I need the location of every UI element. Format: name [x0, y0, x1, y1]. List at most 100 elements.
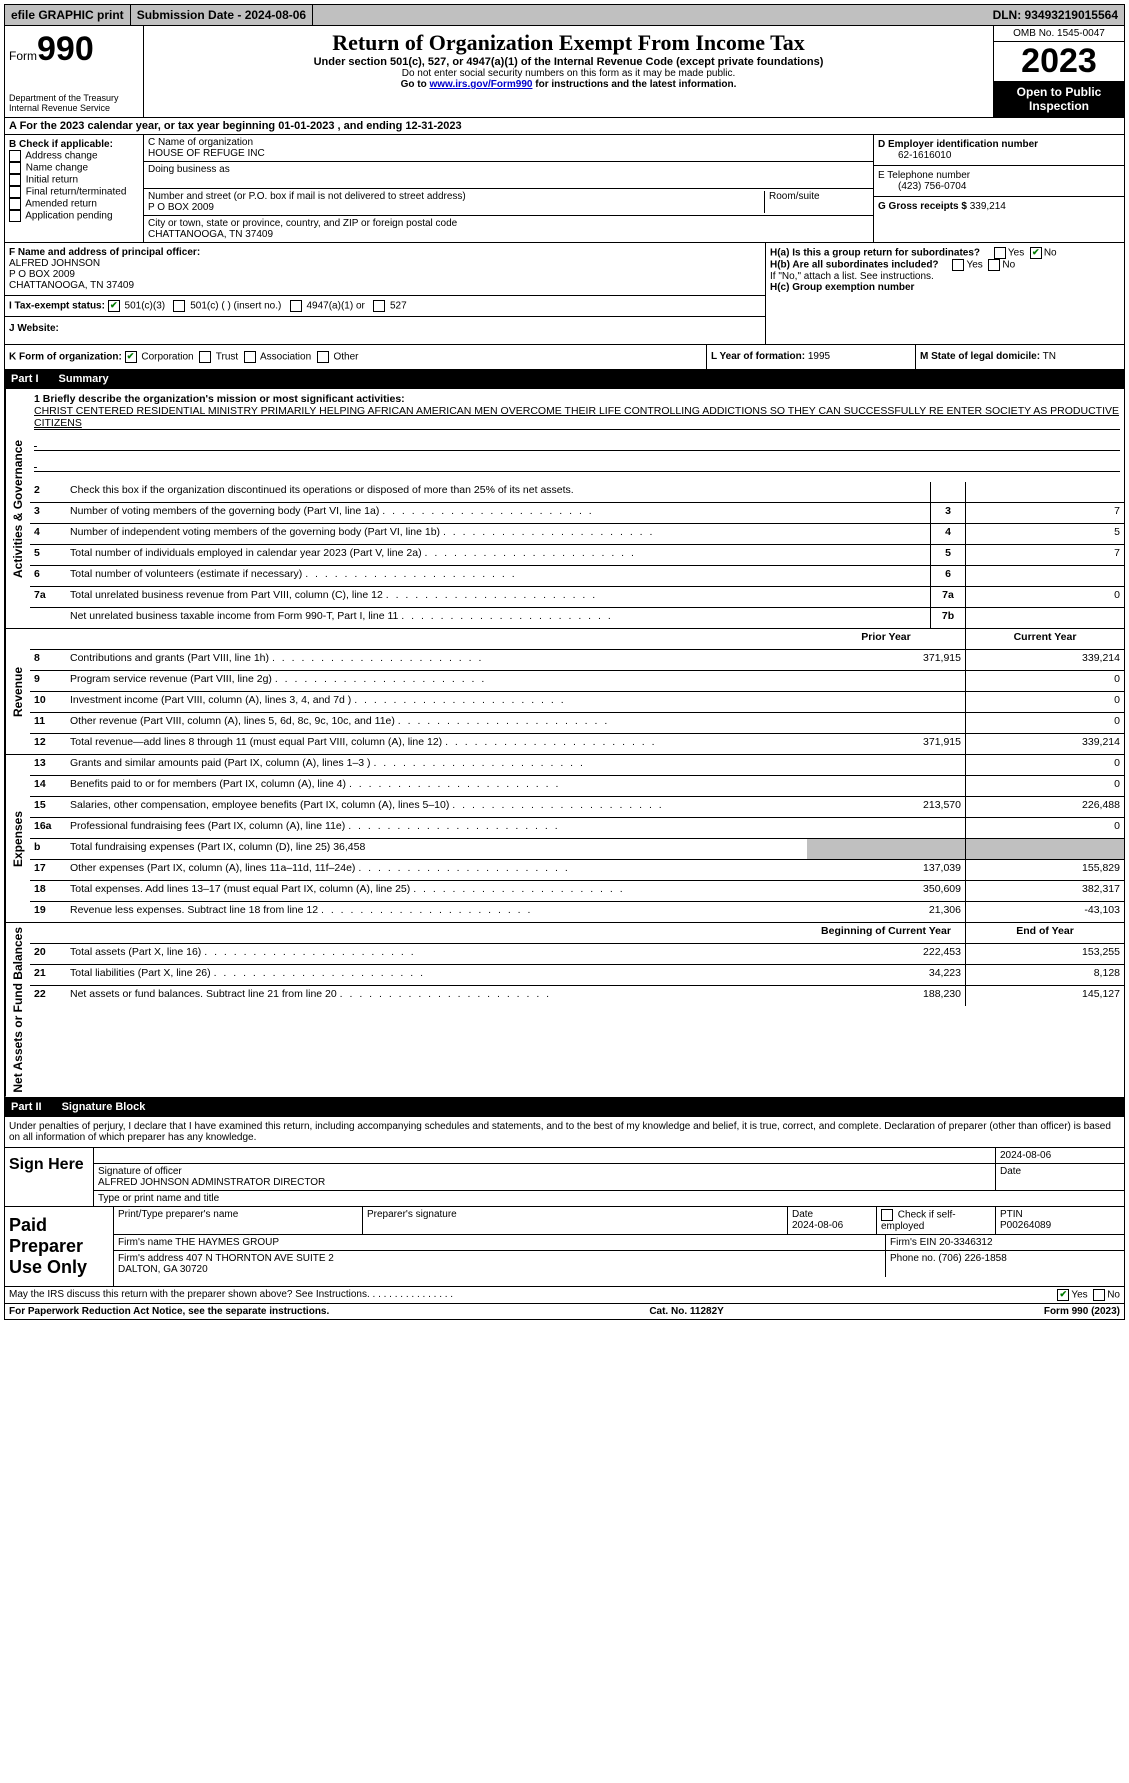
sign-here-block: Sign Here 2024-08-06 Signature of office…	[4, 1148, 1125, 1207]
side-label-ag: Activities & Governance	[5, 389, 30, 628]
current-year-header: Current Year	[966, 629, 1124, 649]
ptin: P00264089	[1000, 1220, 1051, 1231]
discuss-row: May the IRS discuss this return with the…	[4, 1287, 1125, 1304]
table-row: 10 Investment income (Part VIII, column …	[30, 692, 1124, 713]
table-row: 21 Total liabilities (Part X, line 26) 3…	[30, 965, 1124, 986]
omb-number: OMB No. 1545-0047	[994, 26, 1124, 41]
ha-no-checkbox[interactable]	[1030, 247, 1042, 259]
table-row: Net unrelated business taxable income fr…	[30, 608, 1124, 628]
mission-text: CHRIST CENTERED RESIDENTIAL MINISTRY PRI…	[34, 405, 1120, 430]
table-row: 20 Total assets (Part X, line 16) 222,45…	[30, 944, 1124, 965]
firm-phone: (706) 226-1858	[938, 1253, 1006, 1264]
trust-checkbox[interactable]	[199, 351, 211, 363]
state-domicile: TN	[1043, 351, 1056, 362]
footer: For Paperwork Reduction Act Notice, see …	[4, 1304, 1125, 1320]
phone: (423) 756-0704	[878, 181, 966, 192]
form-number: Form990	[9, 30, 139, 69]
hb-no-checkbox[interactable]	[988, 259, 1000, 271]
table-row: 14 Benefits paid to or for members (Part…	[30, 776, 1124, 797]
table-row: 6 Total number of volunteers (estimate i…	[30, 566, 1124, 587]
expenses-section: Expenses 13 Grants and similar amounts p…	[4, 755, 1125, 923]
section-fh: F Name and address of principal officer:…	[4, 243, 1125, 345]
prior-year-header: Prior Year	[807, 629, 966, 649]
name-change-checkbox[interactable]	[9, 162, 21, 174]
form-title: Return of Organization Exempt From Incom…	[148, 30, 989, 56]
corporation-checkbox[interactable]	[125, 351, 137, 363]
open-to-public: Open to Public Inspection	[994, 81, 1124, 117]
topbar: efile GRAPHIC print Submission Date - 20…	[4, 4, 1125, 26]
ein: 62-1616010	[878, 150, 951, 161]
table-row: 8 Contributions and grants (Part VIII, l…	[30, 650, 1124, 671]
table-row: 13 Grants and similar amounts paid (Part…	[30, 755, 1124, 776]
section-klm: K Form of organization: Corporation Trus…	[4, 345, 1125, 370]
side-label-na: Net Assets or Fund Balances	[5, 923, 30, 1097]
net-assets-section: Net Assets or Fund Balances Beginning of…	[4, 923, 1125, 1098]
section-bcd: B Check if applicable: Address change Na…	[4, 135, 1125, 243]
table-row: 22 Net assets or fund balances. Subtract…	[30, 986, 1124, 1006]
firm-ein: 20-3346312	[939, 1237, 992, 1248]
part-1-header: Part ISummary	[4, 370, 1125, 389]
application-pending-checkbox[interactable]	[9, 210, 21, 222]
mission-box: 1 Briefly describe the organization's mi…	[30, 389, 1124, 482]
year-formation: 1995	[808, 351, 830, 362]
street-address: P O BOX 2009	[148, 202, 214, 213]
city-state-zip: CHATTANOOGA, TN 37409	[148, 229, 273, 240]
sign-here-label: Sign Here	[5, 1148, 94, 1206]
discuss-no-checkbox[interactable]	[1093, 1289, 1105, 1301]
address-change-checkbox[interactable]	[9, 150, 21, 162]
association-checkbox[interactable]	[244, 351, 256, 363]
officer-name: ALFRED JOHNSON ADMINSTRATOR DIRECTOR	[98, 1177, 325, 1188]
table-row: 5 Total number of individuals employed i…	[30, 545, 1124, 566]
ha-yes-checkbox[interactable]	[994, 247, 1006, 259]
self-employed-checkbox[interactable]	[881, 1209, 893, 1221]
activities-governance-section: Activities & Governance 1 Briefly descri…	[4, 389, 1125, 629]
paid-preparer-label: Paid Preparer Use Only	[5, 1207, 114, 1286]
pra-notice: For Paperwork Reduction Act Notice, see …	[9, 1306, 329, 1317]
dept-label: Department of the Treasury Internal Reve…	[9, 93, 139, 113]
part-2-header: Part IISignature Block	[4, 1098, 1125, 1117]
table-row: 12 Total revenue—add lines 8 through 11 …	[30, 734, 1124, 754]
side-label-rev: Revenue	[5, 629, 30, 754]
table-row: 2 Check this box if the organization dis…	[30, 482, 1124, 503]
begin-year-header: Beginning of Current Year	[807, 923, 966, 943]
initial-return-checkbox[interactable]	[9, 174, 21, 186]
org-name: HOUSE OF REFUGE INC	[148, 148, 265, 159]
box-b: B Check if applicable: Address change Na…	[5, 135, 144, 242]
form-header: Form990 Department of the Treasury Inter…	[4, 26, 1125, 118]
cat-no: Cat. No. 11282Y	[649, 1306, 723, 1317]
form-page: Form 990 (2023)	[1044, 1306, 1120, 1317]
row-a-period: A For the 2023 calendar year, or tax yea…	[4, 118, 1125, 135]
table-row: 7a Total unrelated business revenue from…	[30, 587, 1124, 608]
table-row: 15 Salaries, other compensation, employe…	[30, 797, 1124, 818]
goto-link[interactable]: Go to www.irs.gov/Form990 for instructio…	[148, 79, 989, 90]
form-subtitle: Under section 501(c), 527, or 4947(a)(1)…	[148, 56, 989, 68]
501c-checkbox[interactable]	[173, 300, 185, 312]
box-d: D Employer identification number 62-1616…	[874, 135, 1124, 242]
final-return-checkbox[interactable]	[9, 186, 21, 198]
box-f: F Name and address of principal officer:…	[9, 247, 761, 291]
firm-name: THE HAYMES GROUP	[175, 1237, 279, 1248]
side-label-exp: Expenses	[5, 755, 30, 922]
501c3-checkbox[interactable]	[108, 300, 120, 312]
gross-receipts: 339,214	[970, 201, 1006, 212]
table-row: 3 Number of voting members of the govern…	[30, 503, 1124, 524]
paid-preparer-block: Paid Preparer Use Only Print/Type prepar…	[4, 1207, 1125, 1287]
discuss-yes-checkbox[interactable]	[1057, 1289, 1069, 1301]
table-row: 17 Other expenses (Part IX, column (A), …	[30, 860, 1124, 881]
hb-yes-checkbox[interactable]	[952, 259, 964, 271]
527-checkbox[interactable]	[373, 300, 385, 312]
table-row: 4 Number of independent voting members o…	[30, 524, 1124, 545]
efile-print-button[interactable]: efile GRAPHIC print	[5, 5, 131, 25]
box-h: H(a) Is this a group return for subordin…	[766, 243, 1124, 344]
dln: DLN: 93493219015564	[987, 5, 1124, 25]
table-row: 16a Professional fundraising fees (Part …	[30, 818, 1124, 839]
other-checkbox[interactable]	[317, 351, 329, 363]
ssn-note: Do not enter social security numbers on …	[148, 68, 989, 79]
submission-date: Submission Date - 2024-08-06	[131, 5, 313, 25]
table-row: 18 Total expenses. Add lines 13–17 (must…	[30, 881, 1124, 902]
sign-date: 2024-08-06	[996, 1148, 1124, 1163]
amended-return-checkbox[interactable]	[9, 198, 21, 210]
4947-checkbox[interactable]	[290, 300, 302, 312]
table-row: 19 Revenue less expenses. Subtract line …	[30, 902, 1124, 922]
tax-year: 2023	[994, 41, 1124, 81]
